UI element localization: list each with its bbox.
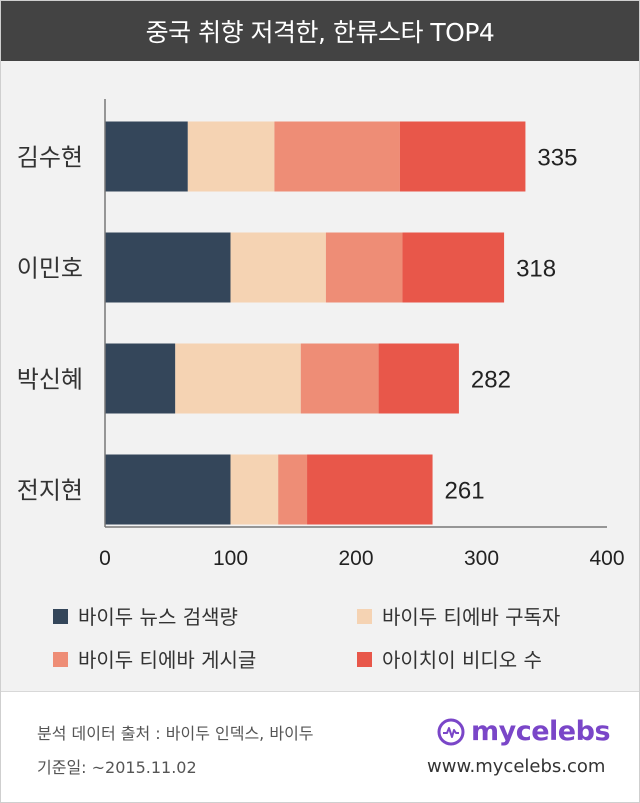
bar-segment xyxy=(175,343,301,414)
legend-swatch xyxy=(53,652,68,667)
total-label: 261 xyxy=(445,478,485,505)
category-label: 전지현 xyxy=(17,477,83,505)
x-tick-label: 400 xyxy=(589,547,624,570)
source-note: 분석 데이터 출처 : 바이두 인덱스, 바이두 xyxy=(37,724,314,743)
bar-segment xyxy=(230,454,279,525)
x-tick-label: 0 xyxy=(99,547,111,570)
total-label: 318 xyxy=(516,256,556,283)
date-note: 기준일: ~2015.11.02 xyxy=(37,758,197,777)
brand-name: mycelebs xyxy=(471,716,611,747)
bar-segment xyxy=(278,454,308,525)
x-tick-label: 200 xyxy=(338,547,373,570)
stacked-bar-chart: 김수현 335 이민호 318 박신혜 282 전지현 261 0 100 200 300 400 바… xyxy=(17,99,625,672)
bar-segment xyxy=(105,343,176,414)
bar-segment xyxy=(325,232,403,303)
brand-logo: mycelebs xyxy=(437,716,611,747)
bar-segment xyxy=(187,121,275,192)
bar-segment xyxy=(378,343,459,414)
bar-segment xyxy=(399,121,526,192)
category-label: 이민호 xyxy=(17,255,83,283)
legend-label: 바이두 티에바 구독자 xyxy=(382,605,560,629)
bar-segment xyxy=(274,121,400,192)
total-label: 335 xyxy=(537,145,577,172)
total-label: 282 xyxy=(471,367,511,394)
x-tick-label: 100 xyxy=(213,547,248,570)
bar-segment xyxy=(105,121,188,192)
chart-title: 중국 취향 저격한, 한류스타 TOP4 xyxy=(1,1,639,61)
legend-swatch xyxy=(53,609,68,624)
legend-label: 아이치이 비디오 수 xyxy=(382,648,542,672)
legend-swatch xyxy=(357,652,372,667)
footer: 분석 데이터 출처 : 바이두 인덱스, 바이두 기준일: ~2015.11.0… xyxy=(1,691,639,802)
bar-segment xyxy=(307,454,433,525)
bar-segment xyxy=(105,232,231,303)
legend-label: 바이두 뉴스 검색량 xyxy=(78,605,238,629)
category-label: 김수현 xyxy=(17,144,83,172)
category-label: 박신혜 xyxy=(17,366,83,394)
x-tick-label: 300 xyxy=(464,547,499,570)
bar-segment xyxy=(300,343,379,414)
brand-url: www.mycelebs.com xyxy=(427,756,606,777)
bar-segment xyxy=(230,232,326,303)
legend-label: 바이두 티에바 게시글 xyxy=(78,648,256,672)
pulse-icon xyxy=(437,718,465,745)
bar-segment xyxy=(402,232,505,303)
bar-segment xyxy=(105,454,231,525)
legend-swatch xyxy=(357,609,372,624)
